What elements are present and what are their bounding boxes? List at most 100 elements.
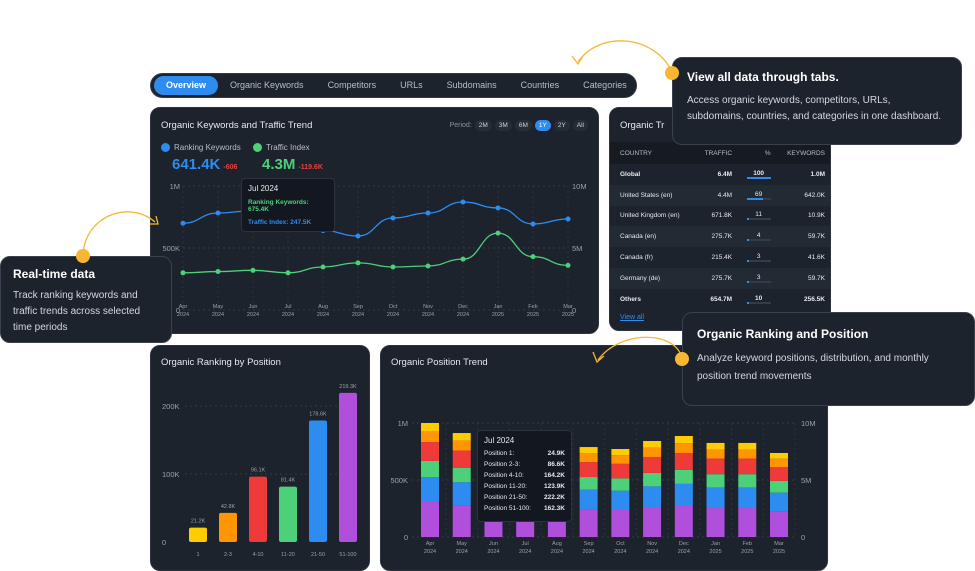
- x-tick: Mar 2025: [562, 304, 574, 318]
- bar-segment: [674, 435, 693, 444]
- x-tick: Aug 2024: [551, 541, 563, 555]
- tooltip-title: Jul 2024: [248, 184, 279, 193]
- y-tick-right: 5M: [572, 244, 582, 253]
- table-row[interactable]: Canada (en) 275.7K 4 59.7K: [610, 226, 830, 248]
- table-cell: 275.7K: [694, 226, 738, 248]
- table-row[interactable]: United States (en) 4.4M 69 642.0K: [610, 184, 830, 206]
- series-line: [182, 232, 569, 274]
- bar-segment: [421, 502, 439, 537]
- y-tick-left: 500K: [390, 476, 408, 485]
- x-tick: 4-10: [252, 552, 263, 558]
- x-tick: Dec 2024: [678, 541, 690, 555]
- tooltip-value: 222.2K: [544, 494, 565, 501]
- table-cell: 41.6K: [808, 254, 825, 262]
- percent-fill: [746, 218, 750, 221]
- data-point: [320, 264, 326, 270]
- card-title: Organic Tr: [620, 120, 665, 131]
- table-row[interactable]: Canada (fr) 215.4K 3 41.6K: [610, 247, 830, 268]
- tooltip-label: Position 1:: [484, 450, 515, 457]
- bar-segment: [611, 463, 630, 479]
- value: 641.4K: [172, 156, 221, 173]
- bar-segment: [452, 467, 471, 483]
- tab-urls[interactable]: URLs: [400, 80, 423, 90]
- legend-ranking-keywords[interactable]: Ranking Keywords: [161, 143, 241, 152]
- bar-segment: [706, 474, 725, 488]
- callout-realtime: Real-time data Track ranking keywords an…: [0, 256, 172, 343]
- table-cell: 3: [737, 267, 776, 289]
- legend-label: Traffic Index: [266, 143, 310, 152]
- data-point: [565, 262, 571, 268]
- y-tick-right: 0: [801, 533, 805, 542]
- bar-segment: [579, 462, 598, 478]
- period-2y[interactable]: 2Y: [553, 120, 570, 131]
- x-tick: Sep 2024: [352, 304, 364, 318]
- period-2m[interactable]: 2M: [474, 120, 492, 131]
- table-row[interactable]: United Kingdom (en) 671.8K 11 10.9K: [610, 206, 830, 227]
- data-label: 42.8K: [221, 504, 236, 510]
- tab-organic-keywords[interactable]: Organic Keywords: [230, 80, 304, 90]
- column-header: KEYWORDS: [775, 142, 830, 164]
- bar-segment: [611, 448, 630, 456]
- bar-segment: [643, 486, 662, 508]
- percent-fill: [746, 176, 771, 179]
- bar-segment: [643, 472, 662, 487]
- table-row[interactable]: Others 654.7M 10 256.5K: [610, 289, 830, 310]
- tab-bar: Overview Organic Keywords Competitors URLs S…: [150, 73, 637, 98]
- tooltip-row: Position 2-3: 86.6K: [484, 461, 565, 468]
- y-tick-right: 0: [572, 306, 576, 315]
- period-3m[interactable]: 3M: [494, 120, 512, 131]
- x-tick: Jan 2025: [492, 304, 504, 318]
- data-point: [495, 230, 501, 236]
- trend-tooltip: Jul 2024 Ranking Keywords: 675.4K Traffi…: [241, 178, 335, 232]
- bar-segment: [452, 450, 471, 468]
- data-point: [530, 254, 536, 260]
- bar-segment: [674, 452, 693, 470]
- bar-segment: [770, 492, 788, 512]
- bar-segment: [738, 487, 757, 509]
- period-6m[interactable]: 6M: [514, 120, 532, 131]
- y-tick-left: 1M: [170, 182, 180, 191]
- table-cell: 11: [737, 206, 776, 227]
- tab-categories[interactable]: Categories: [583, 80, 627, 90]
- table-cell: United States (en): [610, 184, 695, 206]
- bar-segment: [706, 442, 725, 450]
- bar-segment: [421, 460, 439, 478]
- bar-segment: [452, 433, 471, 441]
- data-point: [180, 220, 186, 226]
- tooltip-title: Jul 2024: [484, 436, 515, 445]
- x-tick: Jul 2024: [282, 304, 294, 318]
- table-cell: 671.8K: [711, 212, 733, 220]
- table-cell: 642.0K: [775, 184, 830, 206]
- table-row[interactable]: Global 6.4M 100 1.0M: [610, 164, 830, 185]
- data-point: [215, 210, 221, 216]
- tooltip-label: Position 51-100:: [484, 505, 531, 512]
- x-tick: Apr 2024: [424, 541, 436, 555]
- period-1y[interactable]: 1Y: [534, 120, 551, 131]
- callout-tabs: View all data through tabs. Access organ…: [672, 57, 962, 145]
- y-tick: 200K: [162, 402, 180, 411]
- percent-bar: 11: [746, 211, 771, 221]
- tooltip-label: Position 4-10:: [484, 472, 524, 479]
- table-row[interactable]: Germany (de) 275.7K 3 59.7K: [610, 267, 830, 289]
- period-all[interactable]: All: [572, 120, 588, 131]
- table-cell: 4.4M: [694, 184, 738, 206]
- tab-competitors[interactable]: Competitors: [327, 80, 377, 90]
- tab-subdomains[interactable]: Subdomains: [446, 80, 497, 90]
- tab-countries[interactable]: Countries: [520, 80, 560, 90]
- bar: [249, 476, 267, 542]
- table-cell: 59.7K: [775, 226, 830, 248]
- data-label: 81.4K: [281, 478, 296, 484]
- view-all-link[interactable]: View all: [620, 314, 644, 321]
- tooltip-value: 162.3K: [544, 505, 565, 512]
- table-cell: 275.7K: [694, 267, 738, 289]
- bar: [279, 486, 297, 542]
- bar-segment: [421, 477, 439, 503]
- legend-traffic-index[interactable]: Traffic Index: [253, 143, 310, 152]
- x-tick: 21-50: [311, 552, 325, 558]
- tooltip-row: Position 21-50: 222.2K: [484, 494, 565, 501]
- percent-fill: [746, 197, 764, 200]
- tab-overview[interactable]: Overview: [154, 76, 219, 95]
- bar-segment: [770, 480, 788, 493]
- bar-segment: [579, 509, 598, 537]
